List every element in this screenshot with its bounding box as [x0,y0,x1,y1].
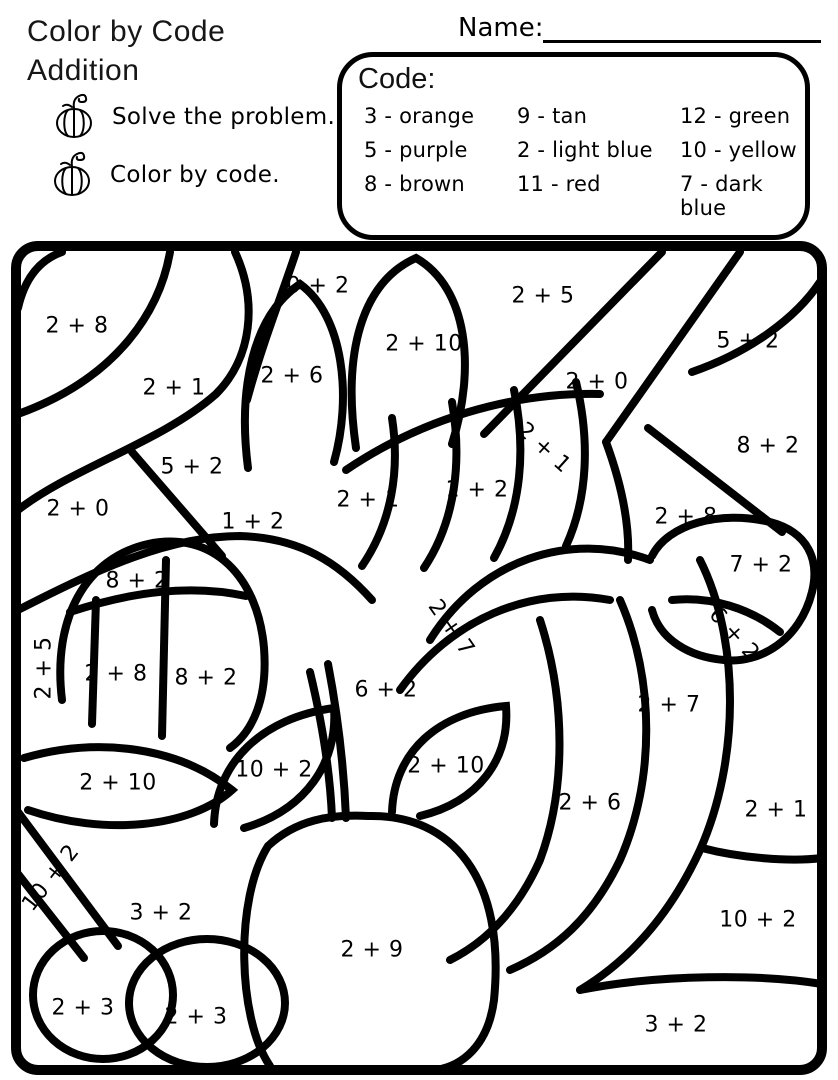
math-problem-label: 3 + 2 [644,1012,708,1038]
code-entry: 3 - orange [364,104,475,128]
code-entry: 5 - purple [364,138,468,162]
code-grid: 3 - orange 9 - tan 12 - green 5 - purple… [364,104,805,220]
code-entry: 9 - tan [517,104,588,128]
math-problem-label: 10 + 2 [235,757,313,783]
math-problem-label: 2 + 6 [558,790,622,816]
math-problem-label: 2 + 1 [336,487,400,513]
code-entry: 8 - brown [364,172,465,196]
pumpkin-icon [54,151,90,196]
code-box-title: Code: [358,63,436,95]
math-problem-label: 2 + 10 [79,770,157,796]
math-problem-label: 10 + 2 [719,907,797,933]
math-problem-label: 10 + 2 [17,839,85,917]
math-problem-label: 5 + 2 [160,454,224,480]
math-problem-label: 2 + 0 [46,496,110,522]
math-problem-label: 6 + 2 [354,677,418,703]
picture-frame [11,241,827,1075]
math-problem-label: 0 + 2 [286,273,350,299]
pumpkin-icon [56,93,92,138]
page-title: Color by Code Addition [27,12,225,90]
math-problem-label: 2 + 3 [164,1004,228,1030]
instruction-text: Color by code. [110,162,280,188]
math-problem-label: 6 + 2 [703,602,765,666]
math-problem-label: 2 + 10 [407,753,485,779]
code-entry: 10 - yellow [680,138,797,162]
math-problem-label: 2 + 1 [512,417,576,479]
picture-lines [14,248,826,1074]
math-problem-label: 5 + 2 [716,328,780,354]
math-problem-label: 2 + 8 [84,661,148,687]
code-entry: 12 - green [680,104,791,128]
math-problem-label: 8 + 2 [736,433,800,459]
code-entry: 7 - dark blue [680,172,763,220]
code-box: Code: 3 - orange 9 - tan 12 - green 5 - … [337,52,810,240]
math-problem-label: 2 + 7 [422,595,480,661]
math-problem-label: 3 + 2 [129,900,193,926]
math-problem-label: 2 + 10 [385,331,463,357]
name-input[interactable] [543,12,822,43]
instruction-row-2: Color by code. [50,150,280,200]
math-problem-label: 2 + 1 [744,797,808,823]
name-row: Name: [458,12,822,43]
code-entry: 2 - light blue [517,138,653,162]
math-problem-label: 2 + 7 [637,692,701,718]
math-problem-label: 8 + 2 [174,665,238,691]
math-problem-label: 1 + 2 [445,477,509,503]
math-problem-label: 2 + 1 [142,375,206,401]
instruction-row-1: Solve the problem. [52,92,335,142]
math-problem-label: 2 + 0 [565,369,629,395]
math-problem-label: 1 + 2 [221,509,285,535]
title-line-1: Color by Code [27,15,226,48]
math-problem-label: 8 + 2 [105,568,169,594]
math-problem-label: 2 + 8 [654,504,718,530]
math-problem-label: 2 + 9 [340,937,404,963]
name-label: Name: [458,13,544,43]
title-line-2: Addition [27,54,140,87]
instruction-text: Solve the problem. [112,104,336,130]
math-problem-label: 7 + 2 [729,552,793,578]
code-entry: 11 - red [517,172,601,196]
math-problem-label: 2 + 5 [31,636,57,700]
math-problem-label: 2 + 3 [51,995,115,1021]
math-problem-label: 2 + 6 [260,363,324,389]
math-problem-label: 2 + 8 [45,313,109,339]
math-problem-label: 2 + 5 [511,283,575,309]
